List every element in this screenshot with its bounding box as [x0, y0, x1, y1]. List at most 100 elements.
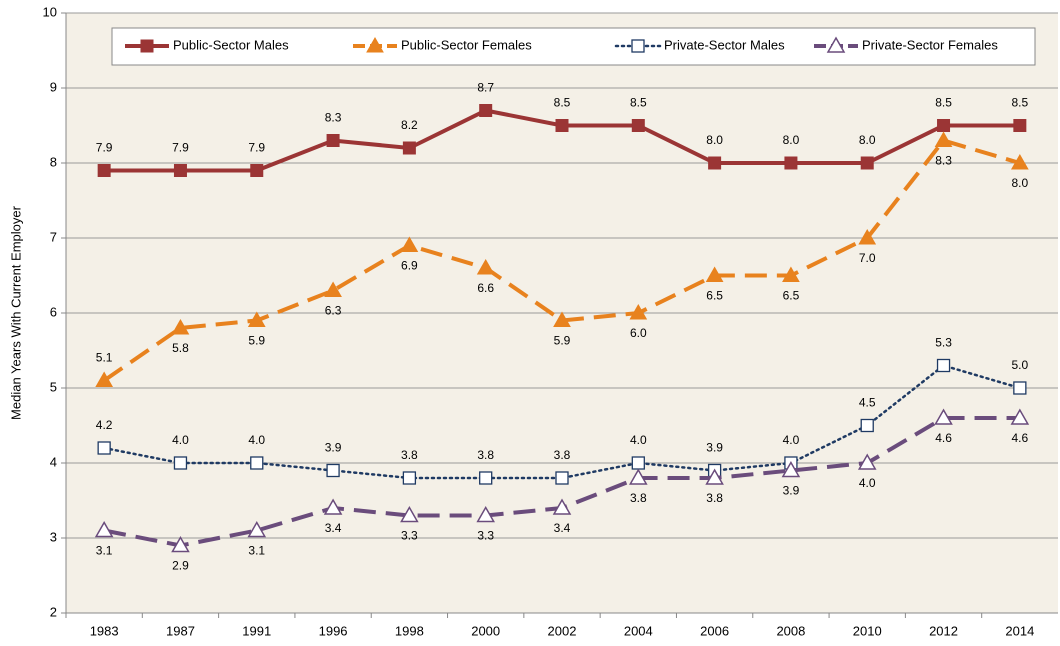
data-label: 5.3	[935, 336, 952, 350]
x-tick-label: 2000	[471, 623, 500, 638]
x-tick-label: 1983	[90, 623, 119, 638]
x-tick-label: 2014	[1005, 623, 1034, 638]
marker	[173, 164, 187, 177]
marker	[479, 104, 493, 117]
marker	[631, 456, 645, 470]
data-label: 8.0	[783, 133, 800, 147]
y-tick-label: 4	[50, 454, 57, 469]
data-label: 6.5	[783, 289, 800, 303]
data-label: 3.3	[401, 529, 418, 543]
data-label: 4.6	[935, 431, 952, 445]
data-label: 8.5	[554, 96, 571, 110]
data-label: 8.5	[1012, 96, 1029, 110]
data-label: 3.9	[325, 441, 342, 455]
legend-box	[111, 27, 1036, 66]
marker	[400, 505, 419, 523]
data-label: 3.4	[325, 521, 342, 535]
marker	[97, 164, 111, 177]
marker	[400, 236, 419, 252]
data-label: 7.9	[96, 141, 113, 155]
y-tick-label: 10	[43, 4, 57, 19]
data-label: 7.9	[248, 141, 265, 155]
data-label: 6.9	[401, 259, 418, 273]
data-label: 5.1	[96, 351, 113, 365]
data-label: 8.5	[935, 96, 952, 110]
marker	[173, 456, 188, 470]
x-tick-label: 2004	[624, 623, 653, 638]
marker	[1013, 381, 1027, 395]
y-axis-label: Median Years With Current Employer	[8, 205, 23, 420]
data-label: 4.0	[172, 433, 189, 447]
marker	[247, 311, 266, 327]
marker	[934, 408, 953, 425]
marker	[479, 471, 493, 485]
marker	[936, 358, 951, 373]
marker	[250, 164, 264, 177]
data-label: 3.9	[706, 441, 723, 455]
data-label: 8.0	[859, 133, 876, 147]
legend-label: Public-Sector Females	[401, 37, 532, 52]
marker	[555, 119, 569, 132]
data-label: 3.1	[248, 544, 265, 558]
y-tick-label: 7	[50, 229, 57, 244]
data-label: 3.8	[554, 448, 571, 462]
marker	[553, 311, 571, 327]
marker	[366, 36, 384, 53]
data-label: 6.6	[477, 281, 494, 295]
data-label: 3.8	[401, 448, 418, 462]
data-label: 3.8	[477, 448, 494, 462]
data-label: 6.3	[325, 304, 342, 318]
marker	[1010, 408, 1030, 425]
data-label: 6.0	[630, 326, 647, 340]
marker	[858, 228, 877, 245]
data-label: 7.9	[172, 141, 189, 155]
marker	[326, 134, 340, 147]
marker	[631, 39, 645, 53]
marker	[323, 498, 343, 515]
data-label: 8.5	[630, 96, 647, 110]
data-label: 8.0	[1012, 176, 1029, 190]
y-tick-label: 3	[50, 529, 57, 544]
x-tick-label: 2008	[776, 623, 805, 638]
marker	[95, 371, 114, 387]
data-label: 4.5	[859, 396, 876, 410]
data-label: 4.6	[1012, 431, 1029, 445]
marker	[1010, 153, 1029, 170]
data-label: 4.2	[96, 418, 113, 432]
data-label: 6.5	[706, 289, 723, 303]
data-label: 5.9	[554, 334, 571, 348]
data-label: 5.9	[248, 334, 265, 348]
marker	[324, 281, 342, 297]
data-label: 5.0	[1012, 358, 1029, 372]
y-tick-label: 8	[50, 154, 57, 169]
marker	[629, 468, 648, 485]
marker	[94, 520, 114, 538]
marker	[708, 156, 722, 170]
x-tick-label: 2002	[548, 623, 577, 638]
marker	[784, 156, 798, 170]
marker	[860, 156, 874, 170]
marker	[934, 131, 953, 147]
marker	[326, 463, 340, 478]
marker	[705, 468, 724, 485]
marker	[250, 456, 264, 470]
data-label: 8.0	[706, 133, 723, 147]
x-tick-label: 1991	[242, 623, 271, 638]
x-tick-label: 1998	[395, 623, 424, 638]
marker	[857, 453, 877, 470]
marker	[631, 119, 645, 132]
marker	[402, 471, 417, 485]
data-label: 3.8	[706, 491, 723, 505]
data-label: 3.8	[630, 491, 647, 505]
x-tick-label: 2006	[700, 623, 729, 638]
marker	[860, 418, 874, 433]
marker	[781, 460, 801, 478]
x-tick-label: 2012	[929, 623, 958, 638]
marker	[629, 303, 648, 320]
legend-label: Private-Sector Males	[664, 37, 785, 52]
data-label: 4.0	[248, 433, 265, 447]
data-label: 2.9	[172, 559, 189, 573]
x-tick-label: 1987	[166, 623, 195, 638]
data-label: 8.3	[935, 154, 952, 168]
